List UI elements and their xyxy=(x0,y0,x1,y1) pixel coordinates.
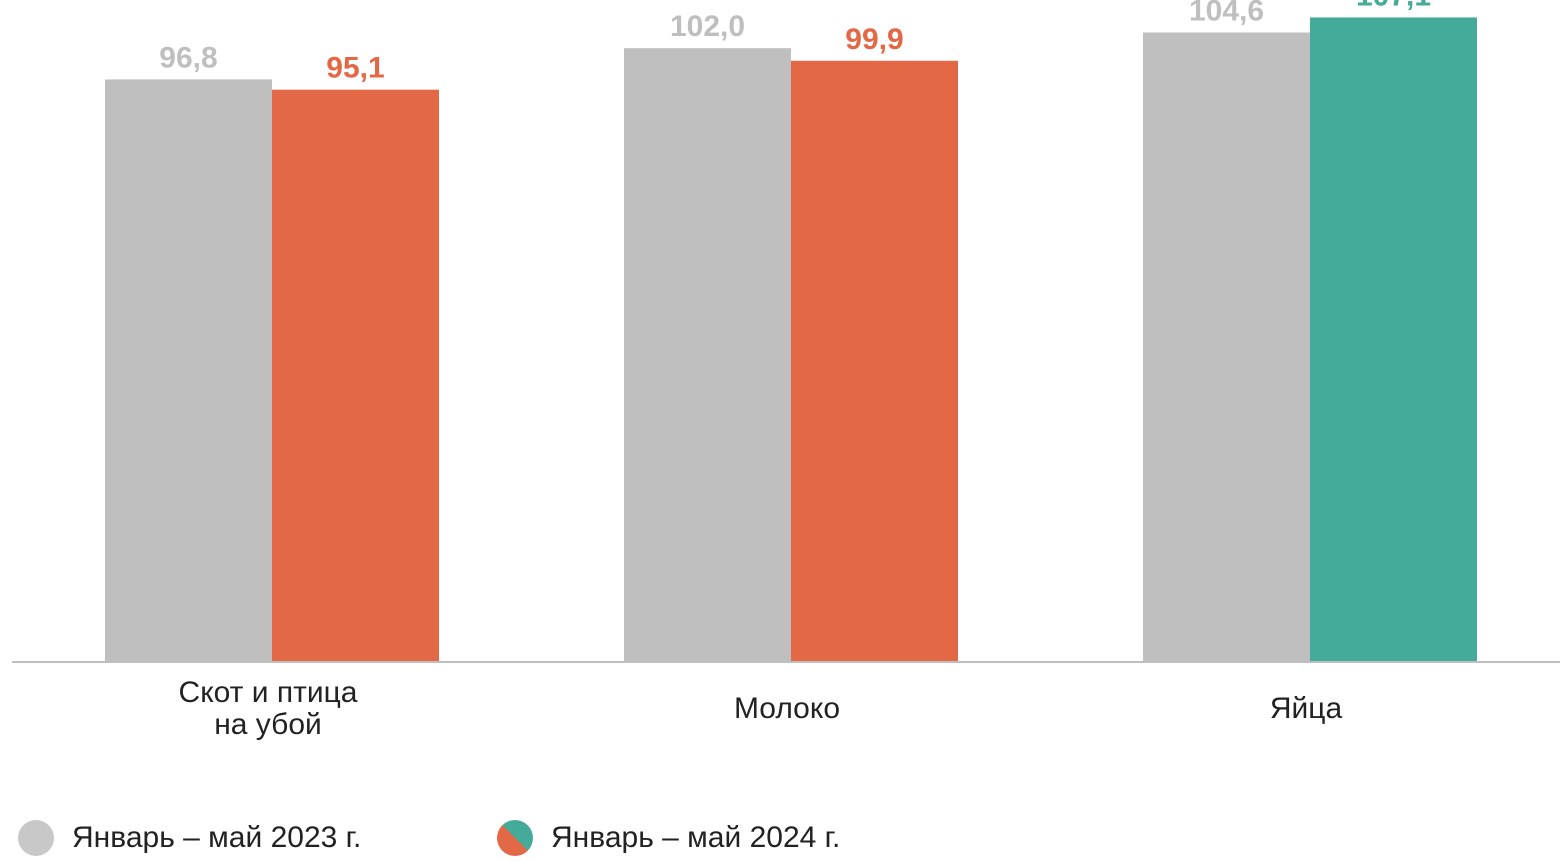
bar-s0-c0 xyxy=(105,79,272,662)
bar-s1-c1 xyxy=(791,60,958,663)
data-label-s1-c0: 95,1 xyxy=(326,52,384,85)
category-label-2-line-0: Яйца xyxy=(1270,692,1343,725)
data-label-s1-c1: 99,9 xyxy=(845,23,903,56)
data-label-s0-c1: 102,0 xyxy=(670,10,745,43)
legend-item-2023: Январь – май 2023 г. xyxy=(18,820,361,856)
category-label-0-line-1: на убой xyxy=(214,708,322,741)
bar-s0-c2 xyxy=(1143,32,1310,663)
legend-label-2023: Январь – май 2023 г. xyxy=(72,821,362,854)
split-orange-teal-circle-icon xyxy=(497,820,533,856)
legend-item-2024: Январь – май 2024 г. xyxy=(497,820,840,856)
bar-s1-c0 xyxy=(272,89,439,663)
gray-circle-icon xyxy=(18,820,54,856)
bar-s0-c1 xyxy=(624,48,791,663)
data-label-s1-c2: 107,1 xyxy=(1356,0,1431,12)
data-label-s0-c0: 96,8 xyxy=(159,41,217,74)
legend-label-2024: Январь – май 2024 г. xyxy=(551,821,841,854)
category-label-1-line-0: Молоко xyxy=(734,692,840,725)
category-label-0-line-0: Скот и птица xyxy=(179,676,358,709)
data-label-s0-c2: 104,6 xyxy=(1189,0,1264,27)
bar-s1-c2 xyxy=(1310,17,1477,663)
